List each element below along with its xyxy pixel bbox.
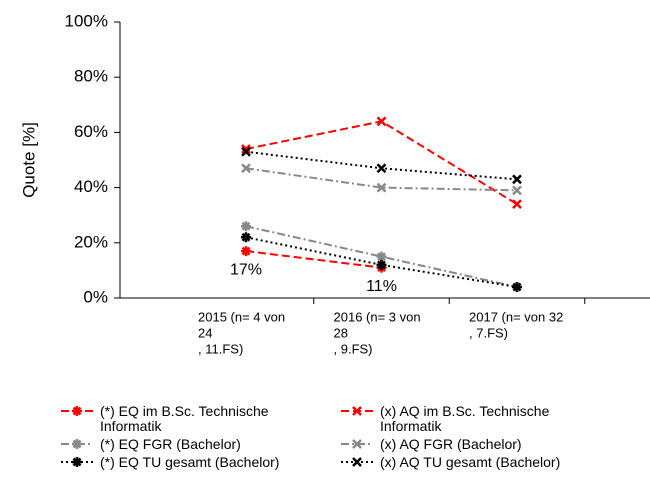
- legend-marker: [352, 439, 362, 449]
- y-tick-label: 40%: [74, 177, 108, 196]
- data-label: 17%: [230, 261, 262, 278]
- legend: (*) EQ im B.Sc. Technische Informatik (x)…: [60, 404, 620, 473]
- legend-entry: (*) EQ im B.Sc. Technische Informatik: [60, 404, 340, 434]
- x-tick-label: , 7.FS): [469, 325, 508, 340]
- legend-marker: [352, 457, 362, 467]
- series-line: [245, 167, 518, 192]
- data-point: [376, 251, 387, 262]
- data-point: [241, 232, 251, 243]
- series-line: [245, 250, 382, 269]
- legend-label: (x) AQ im B.Sc. Technische Informatik: [380, 403, 550, 434]
- x-tick-label: 2017 (n= von 32: [469, 309, 563, 324]
- y-tick-label: 0%: [83, 287, 108, 306]
- data-point: [241, 146, 251, 157]
- legend-entry: (*) EQ TU gesamt (Bachelor): [60, 455, 340, 470]
- data-point: [241, 221, 251, 232]
- data-label: 11%: [366, 278, 397, 295]
- x-tick-label: 24: [198, 325, 212, 340]
- legend-icon: [61, 406, 93, 416]
- data-point: [512, 281, 522, 292]
- data-point: [376, 116, 387, 127]
- legend-icon: [341, 439, 373, 449]
- data-point: [376, 163, 387, 174]
- series-line: [245, 225, 518, 288]
- y-tick-label: 80%: [74, 67, 108, 86]
- legend-entry: (x) AQ TU gesamt (Bachelor): [340, 455, 620, 470]
- data-point: [376, 182, 387, 193]
- x-tick-label: , 9.FS): [334, 341, 373, 356]
- legend-marker: [352, 406, 362, 416]
- series-line: [245, 120, 518, 206]
- x-tick-label: 2016 (n= 3 von: [334, 309, 421, 324]
- data-point: [241, 246, 251, 257]
- legend-entry: (x) AQ im B.Sc. Technische Informatik: [340, 404, 620, 434]
- data-point: [512, 199, 522, 210]
- y-axis-label: Quote [%]: [19, 122, 38, 198]
- legend-marker: [72, 439, 82, 449]
- data-point: [241, 163, 251, 174]
- chart: Quote [%] 0% 20% 40% 60% 80% 100% 2015 (n= 4 v…: [19, 11, 650, 356]
- legend-entry: (*) EQ FGR (Bachelor): [60, 437, 340, 452]
- y-tick-label: 20%: [74, 232, 108, 251]
- data-point: [512, 174, 522, 185]
- legend-label: (*) EQ FGR (Bachelor): [100, 436, 241, 452]
- data-point: [512, 185, 522, 196]
- x-tick-label: , 11.FS): [198, 341, 243, 356]
- legend-label: (*) EQ im B.Sc. Technische Informatik: [100, 403, 269, 434]
- data-point: [376, 259, 387, 270]
- x-tick-label: 28: [334, 325, 348, 340]
- y-tick-label: 100%: [65, 11, 108, 30]
- y-tick-label: 60%: [74, 122, 108, 141]
- legend-icon: [341, 406, 373, 416]
- legend-icon: [61, 457, 93, 467]
- legend-icon: [341, 457, 373, 467]
- data-point: [241, 144, 251, 154]
- series-line: [245, 236, 518, 288]
- x-tick-label: 2015 (n= 4 von: [198, 309, 285, 324]
- legend-icon: [61, 439, 93, 449]
- series-line: [245, 150, 518, 181]
- legend-label: (*) EQ TU gesamt (Bachelor): [100, 454, 280, 470]
- legend-label: (x) AQ TU gesamt (Bachelor): [380, 454, 561, 470]
- legend-label: (x) AQ FGR (Bachelor): [380, 436, 522, 452]
- legend-entry: (x) AQ FGR (Bachelor): [340, 437, 620, 452]
- legend-marker: [72, 406, 82, 416]
- legend-marker: [72, 457, 82, 467]
